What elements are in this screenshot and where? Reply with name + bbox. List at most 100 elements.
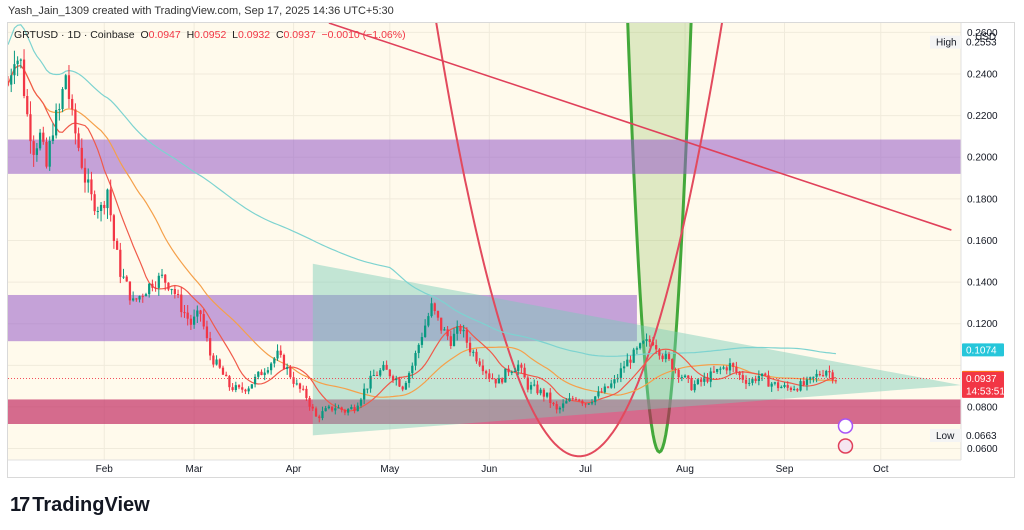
candle-body	[456, 326, 459, 334]
legend-high: 0.0952	[194, 29, 227, 41]
candle-body	[735, 366, 738, 373]
candle	[257, 371, 260, 380]
tradingview-logo-icon: 17	[10, 494, 30, 516]
y-tick-label: 0.2200	[967, 111, 998, 122]
price-label-value: 0.0937	[966, 374, 997, 385]
candle-body	[58, 109, 61, 111]
candle	[680, 374, 683, 382]
candle-body	[353, 406, 356, 412]
red-trendline	[328, 23, 952, 231]
candle	[549, 388, 552, 409]
candle-body	[440, 317, 443, 331]
candle	[260, 369, 263, 376]
candle-body	[391, 376, 395, 381]
candle-body	[780, 386, 783, 389]
candle	[160, 268, 164, 279]
candle-body	[436, 311, 440, 318]
candle-body	[234, 385, 237, 390]
candle-body	[648, 339, 651, 343]
candle	[356, 402, 359, 412]
candle	[664, 350, 667, 363]
candle	[414, 350, 417, 371]
candle-body	[581, 400, 584, 404]
price-label-caption-bg	[930, 428, 961, 442]
candle	[305, 385, 308, 401]
candle-body	[744, 379, 748, 384]
candle	[42, 126, 45, 145]
candle	[555, 401, 558, 414]
candle-body	[542, 389, 545, 397]
candle	[735, 361, 738, 375]
candle	[141, 293, 144, 303]
candle-body	[170, 289, 173, 291]
candle	[671, 358, 674, 371]
x-tick-label: Oct	[873, 464, 889, 475]
candle	[558, 406, 562, 414]
candle-body	[302, 388, 305, 390]
candle-body	[51, 135, 55, 141]
candle	[632, 347, 635, 364]
candle-body	[818, 373, 821, 376]
candle	[587, 403, 590, 405]
candle-body	[135, 298, 138, 300]
candle-body	[48, 140, 51, 167]
candle-body	[359, 399, 363, 406]
candle	[215, 355, 218, 366]
candle-body	[379, 370, 382, 376]
candle	[815, 369, 818, 383]
y-tick-label: 0.2600	[967, 28, 998, 39]
candle-body	[767, 375, 770, 387]
candle-body	[834, 380, 837, 382]
candle	[135, 297, 138, 302]
candle-body	[295, 383, 298, 385]
candle-body	[805, 379, 809, 385]
x-tick-label: Jun	[481, 464, 497, 475]
candle	[176, 289, 180, 299]
candle-body	[501, 378, 504, 383]
candle	[13, 50, 16, 85]
candle-body	[722, 367, 725, 369]
candle-body	[484, 371, 488, 374]
candle-body	[555, 404, 558, 410]
y-tick-label: 0.1400	[967, 278, 998, 289]
candle-body	[465, 329, 468, 343]
candle	[642, 340, 645, 345]
candle-body	[209, 338, 212, 356]
candle-body	[552, 402, 555, 405]
candle-body	[690, 378, 693, 391]
candle	[74, 103, 77, 145]
candle	[488, 369, 491, 383]
price-chart[interactable]: USD 0.0600 0.0800 0.1200 0.1400 0.1600 0.1800 0…	[0, 0, 1024, 480]
candle-body	[164, 274, 167, 283]
candle	[167, 282, 170, 292]
zone-red-2	[8, 399, 961, 424]
candle-body	[330, 406, 334, 411]
candle-body	[639, 343, 642, 349]
candle	[334, 403, 337, 415]
candle	[517, 360, 520, 376]
candle	[173, 285, 176, 299]
candle	[347, 408, 350, 416]
candle	[379, 367, 382, 378]
candle	[655, 339, 658, 354]
candle	[459, 324, 462, 334]
candle	[103, 200, 106, 215]
candle-body	[32, 141, 35, 155]
brand[interactable]: 17 TradingView	[10, 494, 150, 517]
candle-body	[115, 240, 119, 250]
candle	[234, 381, 237, 393]
header-attribution: Yash_Jain_1309 created with TradingView.…	[8, 5, 394, 17]
candle-body	[260, 371, 263, 376]
candle-body	[395, 378, 398, 381]
candle	[212, 353, 215, 368]
candle-body	[257, 371, 260, 377]
candle-body	[796, 389, 799, 391]
candle	[481, 359, 485, 375]
candle-body	[751, 378, 754, 383]
candle	[8, 76, 10, 87]
candle	[241, 382, 244, 393]
candle-body	[491, 378, 494, 380]
price-label-value: 0.0663	[966, 431, 997, 442]
candle-body	[606, 386, 610, 388]
candle-body	[363, 388, 366, 400]
